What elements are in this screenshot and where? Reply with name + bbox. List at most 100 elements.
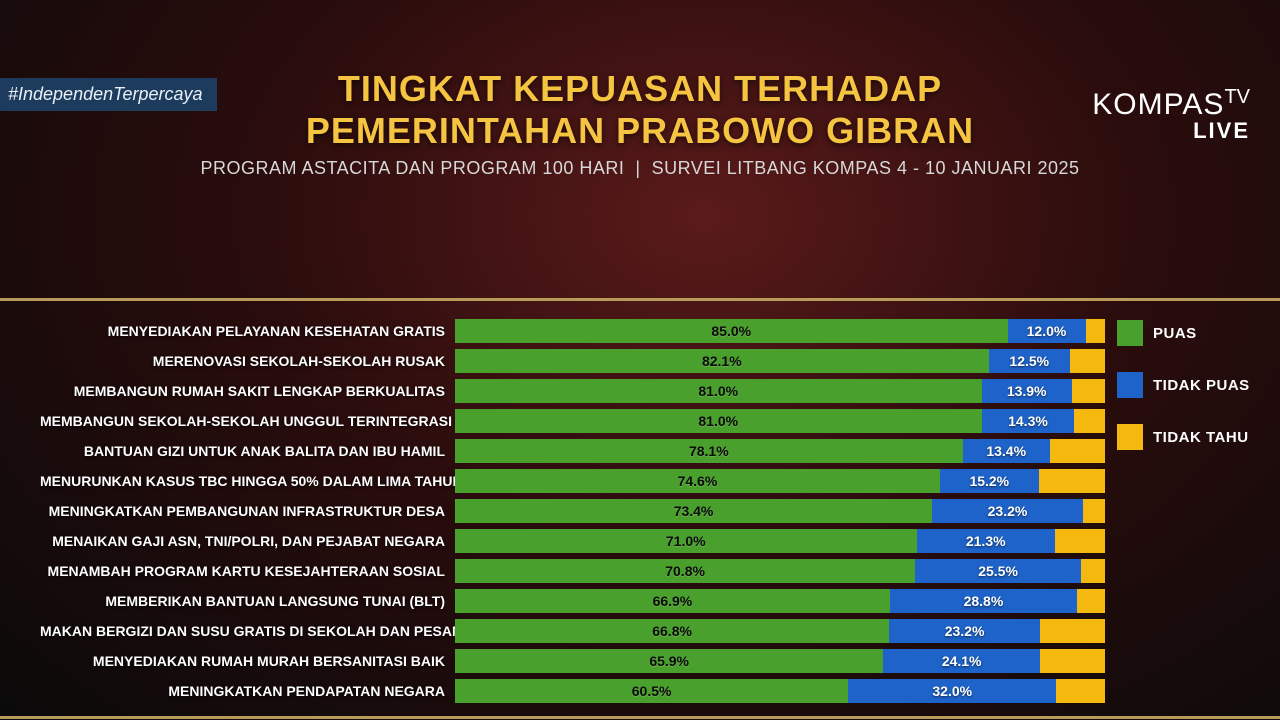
legend-label: TIDAK TAHU [1153,429,1249,446]
bar-segment-yellow [1086,319,1106,343]
bar-track: 71.0%21.3% [455,529,1105,553]
logo-suffix: TV [1224,86,1250,108]
bar-segment-yellow [1070,349,1105,373]
row-label: MENYEDIAKAN PELAYANAN KESEHATAN GRATIS [40,316,455,346]
bar-segment-yellow [1081,559,1105,583]
bar-row: 66.8%23.2% [455,616,1105,646]
bar-track: 60.5%32.0% [455,679,1105,703]
bar-segment-green: 66.8% [455,619,889,643]
bar-track: 66.9%28.8% [455,589,1105,613]
bar-segment-green: 81.0% [455,379,982,403]
bar-track: 66.8%23.2% [455,619,1105,643]
legend-item-tidak_tahu: TIDAK TAHU [1117,424,1280,450]
bar-row: 71.0%21.3% [455,526,1105,556]
bar-segment-yellow [1056,679,1105,703]
row-label: MENINGKATKAN PENDAPATAN NEGARA [40,676,455,706]
legend-item-tidak_puas: TIDAK PUAS [1117,372,1280,398]
legend-item-puas: PUAS [1117,320,1280,346]
subtitle-left: PROGRAM ASTACITA DAN PROGRAM 100 HARI [200,158,624,178]
bar-row: 66.9%28.8% [455,586,1105,616]
row-label: MENURUNKAN KASUS TBC HINGGA 50% DALAM LI… [40,466,455,496]
bar-row: 85.0%12.0% [455,316,1105,346]
bar-segment-green: 78.1% [455,439,963,463]
subtitle-right: SURVEI LITBANG KOMPAS 4 - 10 JANUARI 202… [652,158,1080,178]
bar-track: 73.4%23.2% [455,499,1105,523]
chart-area: MENYEDIAKAN PELAYANAN KESEHATAN GRATISME… [0,316,1280,706]
bar-track: 65.9%24.1% [455,649,1105,673]
bar-row: 60.5%32.0% [455,676,1105,706]
bar-row: 73.4%23.2% [455,496,1105,526]
bar-segment-green: 71.0% [455,529,917,553]
bar-row: 81.0%14.3% [455,406,1105,436]
bar-segment-blue: 21.3% [917,529,1055,553]
bar-segment-blue: 32.0% [848,679,1056,703]
legend-swatch [1117,372,1143,398]
bar-segment-yellow [1083,499,1105,523]
bar-row: 65.9%24.1% [455,646,1105,676]
bar-segment-blue: 12.0% [1008,319,1086,343]
bar-segment-blue: 23.2% [932,499,1083,523]
bars-column: 85.0%12.0%82.1%12.5%81.0%13.9%81.0%14.3%… [455,316,1105,706]
divider-bottom [0,716,1280,719]
row-label: MENYEDIAKAN RUMAH MURAH BERSANITASI BAIK [40,646,455,676]
row-label: MEMBANGUN RUMAH SAKIT LENGKAP BERKUALITA… [40,376,455,406]
bar-row: 78.1%13.4% [455,436,1105,466]
labels-column: MENYEDIAKAN PELAYANAN KESEHATAN GRATISME… [0,316,455,706]
logo-brand-text: KOMPAS [1092,88,1224,121]
bar-segment-yellow [1055,529,1105,553]
legend-column: PUAS TIDAK PUAS TIDAK TAHU [1105,316,1280,706]
bar-track: 78.1%13.4% [455,439,1105,463]
title-line-2: PEMERINTAHAN PRABOWO GIBRAN [0,110,1280,152]
bar-row: 70.8%25.5% [455,556,1105,586]
row-label: BANTUAN GIZI UNTUK ANAK BALITA DAN IBU H… [40,436,455,466]
row-label: MENINGKATKAN PEMBANGUNAN INFRASTRUKTUR D… [40,496,455,526]
bar-segment-yellow [1040,619,1105,643]
row-label: MEMBERIKAN BANTUAN LANGSUNG TUNAI (BLT) [40,586,455,616]
bar-segment-blue: 13.4% [963,439,1050,463]
legend-label: PUAS [1153,325,1197,342]
bar-track: 82.1%12.5% [455,349,1105,373]
logo-brand: KOMPASTV [1092,86,1250,122]
bar-segment-yellow [1040,649,1105,673]
bar-track: 85.0%12.0% [455,319,1105,343]
bar-segment-blue: 23.2% [889,619,1040,643]
bar-segment-blue: 12.5% [989,349,1070,373]
bar-track: 70.8%25.5% [455,559,1105,583]
legend-swatch [1117,424,1143,450]
row-label: MERENOVASI SEKOLAH-SEKOLAH RUSAK [40,346,455,376]
bar-segment-yellow [1039,469,1105,493]
hashtag-badge: #IndependenTerpercaya [0,78,217,111]
bar-row: 81.0%13.9% [455,376,1105,406]
bar-segment-green: 82.1% [455,349,989,373]
bar-segment-green: 81.0% [455,409,982,433]
bar-segment-green: 65.9% [455,649,883,673]
row-label: MENAIKAN GAJI ASN, TNI/POLRI, DAN PEJABA… [40,526,455,556]
subtitle: PROGRAM ASTACITA DAN PROGRAM 100 HARI | … [0,158,1280,179]
bar-segment-blue: 15.2% [940,469,1039,493]
bar-row: 82.1%12.5% [455,346,1105,376]
bar-track: 74.6%15.2% [455,469,1105,493]
bar-segment-green: 73.4% [455,499,932,523]
legend-swatch [1117,320,1143,346]
row-label: MENAMBAH PROGRAM KARTU KESEJAHTERAAN SOS… [40,556,455,586]
row-label: MAKAN BERGIZI DAN SUSU GRATIS DI SEKOLAH… [40,616,455,646]
bar-segment-blue: 14.3% [982,409,1075,433]
bar-segment-green: 66.9% [455,589,890,613]
legend-label: TIDAK PUAS [1153,377,1250,394]
bar-segment-blue: 25.5% [915,559,1081,583]
divider-top [0,298,1280,301]
bar-segment-yellow [1074,409,1105,433]
bar-segment-yellow [1050,439,1105,463]
bar-segment-green: 60.5% [455,679,848,703]
bar-segment-blue: 13.9% [982,379,1072,403]
bar-segment-yellow [1072,379,1105,403]
bar-segment-green: 85.0% [455,319,1008,343]
bar-track: 81.0%13.9% [455,379,1105,403]
bar-segment-green: 74.6% [455,469,940,493]
bar-segment-blue: 24.1% [883,649,1040,673]
bar-segment-yellow [1077,589,1105,613]
bar-segment-green: 70.8% [455,559,915,583]
channel-logo: KOMPASTV LIVE [1092,86,1250,144]
row-label: MEMBANGUN SEKOLAH-SEKOLAH UNGGUL TERINTE… [40,406,455,436]
bar-track: 81.0%14.3% [455,409,1105,433]
